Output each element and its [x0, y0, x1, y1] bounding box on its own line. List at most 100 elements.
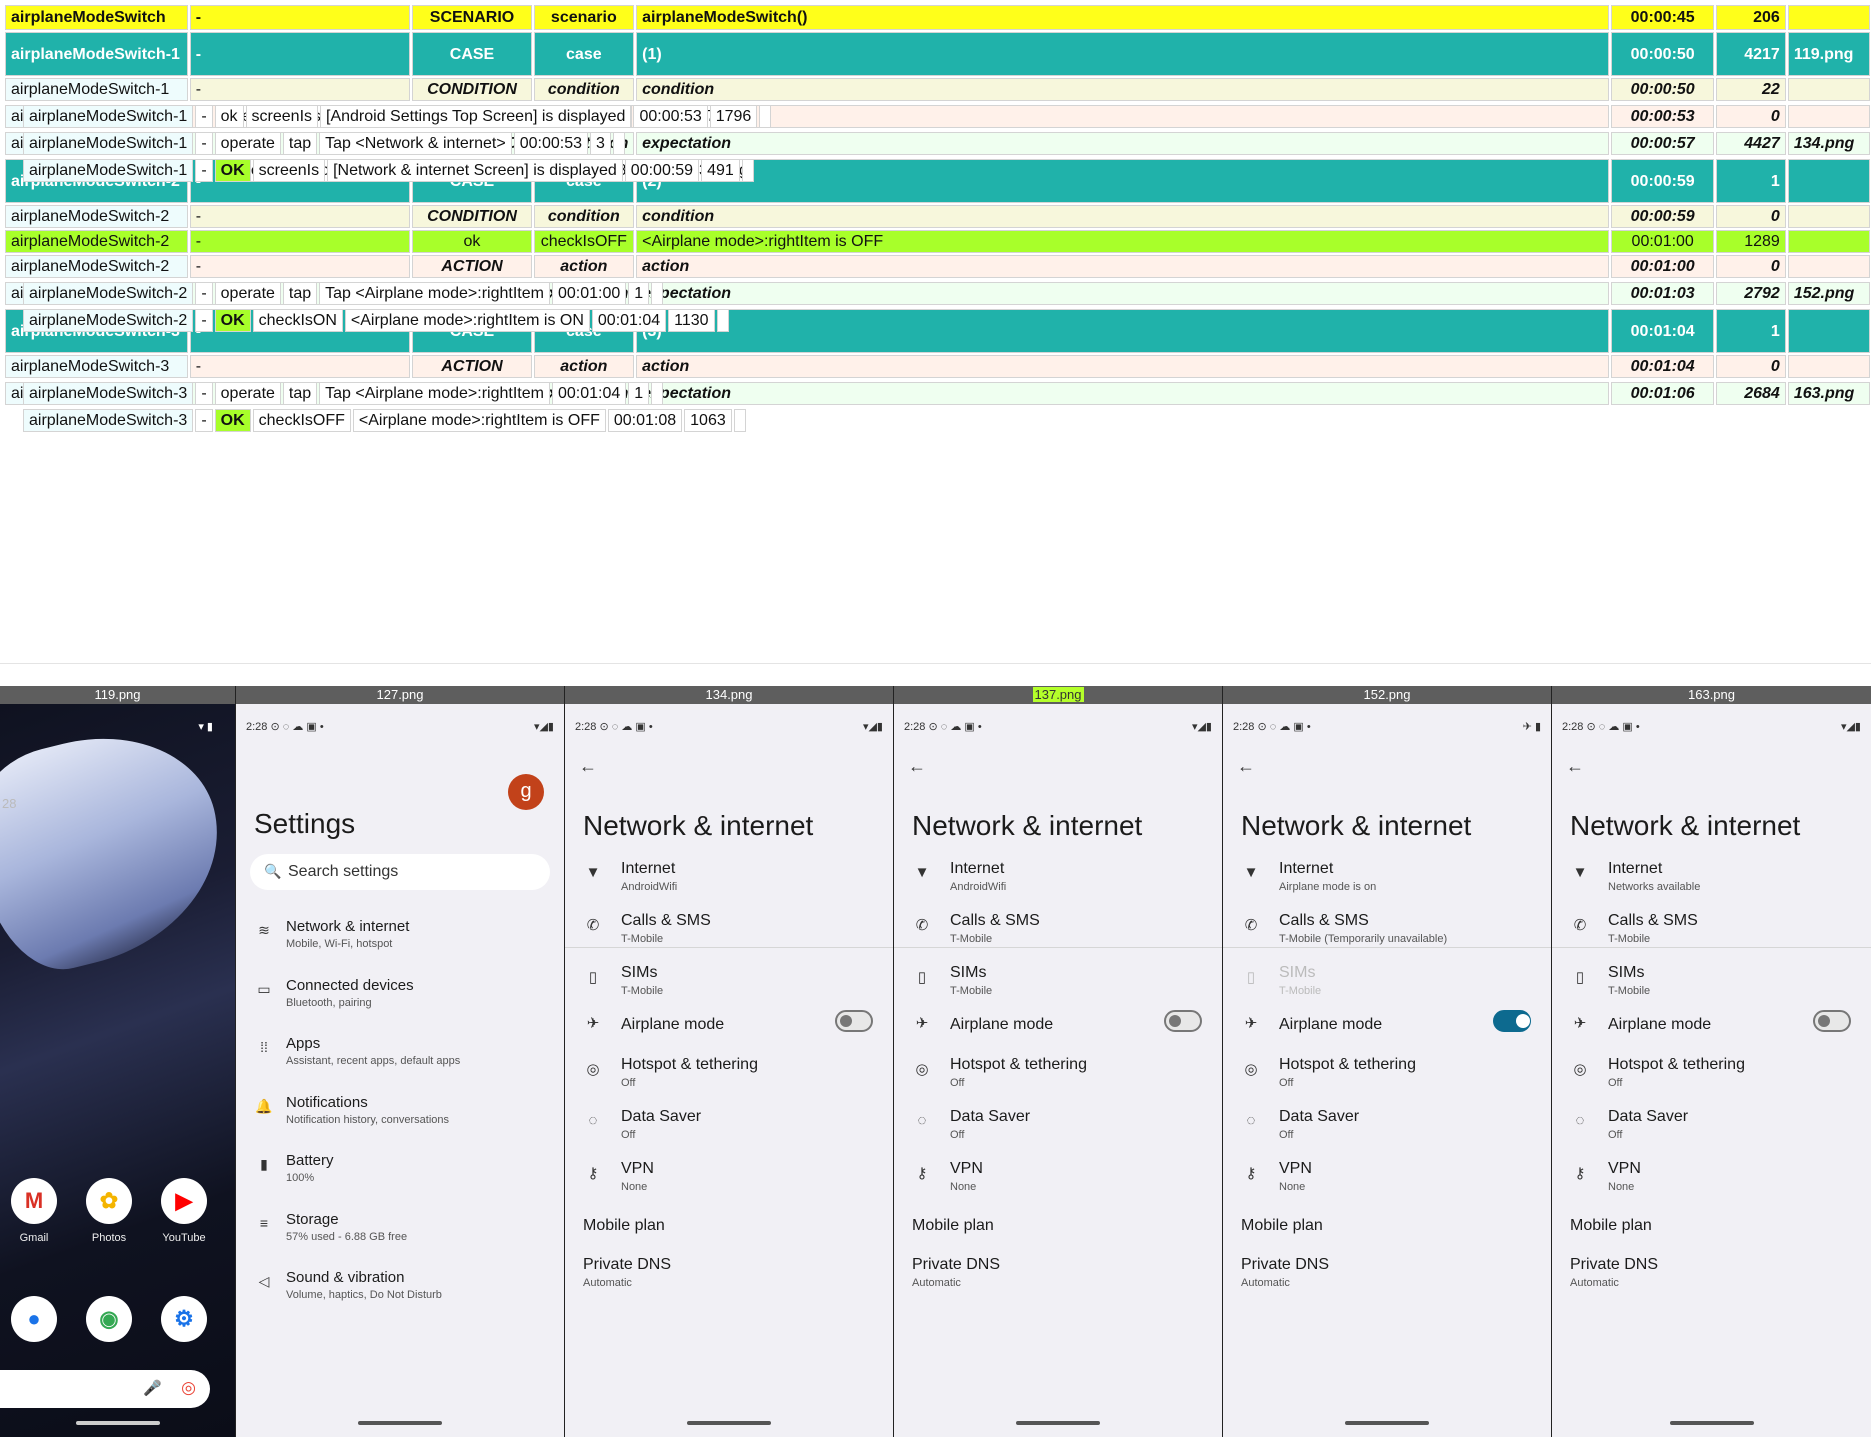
- network-item[interactable]: ✆ Calls & SMS T-Mobile: [583, 912, 883, 952]
- settings-item[interactable]: ≡ Storage 57% used - 6.88 GB free: [254, 1211, 554, 1255]
- cell-step-type: CASE: [412, 32, 532, 76]
- app-youtube[interactable]: ▶ YouTube: [160, 1178, 208, 1244]
- cell-duration: 2684: [1716, 382, 1786, 405]
- vpn-key-icon: ⚷: [587, 1165, 599, 1182]
- cell-command: screenIs: [245, 105, 319, 128]
- network-item[interactable]: ✈ Airplane mode: [912, 1010, 1212, 1050]
- airplane-mode-toggle[interactable]: [1813, 1010, 1851, 1032]
- nav-handle[interactable]: [1016, 1421, 1100, 1425]
- settings-item[interactable]: ◁ Sound & vibration Volume, haptics, Do No…: [254, 1269, 554, 1313]
- network-item[interactable]: ◎ Hotspot & tethering Off: [583, 1056, 883, 1096]
- mobile-plan-item[interactable]: Mobile plan: [912, 1217, 994, 1234]
- airplane-mode-toggle[interactable]: [1493, 1010, 1531, 1032]
- cell-description: Tap <Network & internet>: [319, 132, 512, 155]
- network-item[interactable]: ▼ Internet AndroidWifi: [912, 860, 1212, 900]
- mobile-plan-item[interactable]: Mobile plan: [1570, 1217, 1652, 1234]
- airplane-icon: ✈: [586, 1015, 600, 1032]
- data-saver-icon: ◌: [917, 1112, 927, 1129]
- network-item[interactable]: ▯ SIMs T-Mobile: [583, 964, 883, 1004]
- data-saver-icon: ◌: [1575, 1112, 1585, 1129]
- mobile-plan-item[interactable]: Mobile plan: [1241, 1217, 1323, 1234]
- google-search-bar[interactable]: 🎤 ◎: [0, 1370, 210, 1408]
- phone-icon: ✆: [915, 917, 929, 934]
- network-item[interactable]: ⚷ VPN None: [912, 1160, 1212, 1200]
- settings-item[interactable]: ⁞⁞ Apps Assistant, recent apps, default ap…: [254, 1035, 554, 1079]
- network-item[interactable]: ⚷ VPN None: [1241, 1160, 1541, 1200]
- lens-icon[interactable]: ◎: [181, 1378, 196, 1397]
- wifi-icon: ▼: [1572, 864, 1588, 881]
- network-item[interactable]: ✈ Airplane mode: [1570, 1010, 1861, 1050]
- network-item[interactable]: ◌ Data Saver Off: [1241, 1108, 1541, 1148]
- dock-app-icon: ⚙: [161, 1296, 207, 1342]
- cell-test-id: airplaneModeSwitch-2: [5, 230, 188, 253]
- cell-image[interactable]: 152.png: [1787, 282, 1870, 305]
- sim-icon: ▯: [1575, 969, 1585, 986]
- network-item[interactable]: ◎ Hotspot & tethering Off: [1241, 1056, 1541, 1096]
- network-item[interactable]: ▯ SIMs T-Mobile: [1570, 964, 1861, 1004]
- airplane-mode-toggle[interactable]: [1164, 1010, 1202, 1032]
- nav-handle[interactable]: [358, 1421, 442, 1425]
- network-item[interactable]: ◌ Data Saver Off: [912, 1108, 1212, 1148]
- network-item-title: SIMs: [621, 964, 658, 981]
- nav-handle[interactable]: [75, 1421, 160, 1425]
- search-input[interactable]: 🔍 Search settings: [250, 854, 550, 890]
- settings-item[interactable]: ▭ Connected devices Bluetooth, pairing: [254, 977, 554, 1021]
- network-item-title: SIMs: [950, 964, 987, 981]
- private-dns-item[interactable]: Private DNS Automatic: [583, 1256, 671, 1289]
- airplane-mode-toggle[interactable]: [835, 1010, 873, 1032]
- settings-item[interactable]: 🔔 Notifications Notification history, conv…: [254, 1094, 554, 1138]
- wifi-icon: ≋: [258, 922, 270, 938]
- cell-image[interactable]: 134.png: [1787, 132, 1870, 155]
- network-item[interactable]: ⚷ VPN None: [1570, 1160, 1861, 1200]
- section-divider: [1223, 947, 1551, 948]
- network-item[interactable]: ✈ Airplane mode: [583, 1010, 883, 1050]
- network-item[interactable]: ◎ Hotspot & tethering Off: [1570, 1056, 1861, 1096]
- settings-item[interactable]: ≋ Network & internet Mobile, Wi-Fi, hotspo…: [254, 918, 554, 962]
- settings-item[interactable]: ▮ Battery 100%: [254, 1152, 554, 1196]
- back-arrow-icon[interactable]: ←: [908, 756, 926, 776]
- back-arrow-icon[interactable]: ←: [1566, 756, 1584, 776]
- network-item[interactable]: ✈ Airplane mode: [1241, 1010, 1541, 1050]
- back-arrow-icon[interactable]: ←: [1237, 756, 1255, 776]
- network-item[interactable]: ▯ SIMs T-Mobile: [1241, 964, 1541, 1004]
- dock-app[interactable]: ⚙: [160, 1296, 208, 1342]
- cell-duration: 1289: [1716, 230, 1786, 253]
- network-item[interactable]: ◎ Hotspot & tethering Off: [912, 1056, 1212, 1096]
- section-divider: [894, 947, 1222, 948]
- cell-command: checkIsOFF: [533, 230, 635, 253]
- app-photos[interactable]: ✿ Photos: [85, 1178, 133, 1244]
- sim-icon: ▯: [1246, 969, 1256, 986]
- network-item[interactable]: ◌ Data Saver Off: [583, 1108, 883, 1148]
- mic-icon[interactable]: 🎤: [143, 1380, 162, 1397]
- nav-handle[interactable]: [1669, 1421, 1754, 1425]
- cell-image: [1787, 205, 1870, 228]
- dock-app[interactable]: ◉: [85, 1296, 133, 1342]
- nav-handle[interactable]: [1345, 1421, 1429, 1425]
- network-item[interactable]: ▼ Internet AndroidWifi: [583, 860, 883, 900]
- network-item[interactable]: ▼ Internet Airplane mode is on: [1241, 860, 1541, 900]
- cell-duration: 0: [1716, 355, 1786, 378]
- network-item-subtitle: Off: [1608, 1077, 1623, 1089]
- network-item[interactable]: ▯ SIMs T-Mobile: [912, 964, 1212, 1004]
- network-item[interactable]: ✆ Calls & SMS T-Mobile: [1570, 912, 1861, 952]
- cell-time: 00:00:59: [624, 159, 700, 182]
- app-gmail[interactable]: M Gmail: [10, 1178, 58, 1244]
- back-arrow-icon[interactable]: ←: [579, 756, 597, 776]
- private-dns-item[interactable]: Private DNS Automatic: [912, 1256, 1000, 1289]
- private-dns-item[interactable]: Private DNS Automatic: [1241, 1256, 1329, 1289]
- network-item[interactable]: ⚷ VPN None: [583, 1160, 883, 1200]
- app-label: YouTube: [162, 1232, 206, 1244]
- network-item[interactable]: ◌ Data Saver Off: [1570, 1108, 1861, 1148]
- network-item[interactable]: ▼ Internet Networks available: [1570, 860, 1861, 900]
- cell-dash: -: [189, 5, 411, 30]
- cell-image[interactable]: 119.png: [1787, 32, 1870, 76]
- cell-duration: 1: [628, 282, 650, 305]
- mobile-plan-item[interactable]: Mobile plan: [583, 1217, 665, 1234]
- network-item[interactable]: ✆ Calls & SMS T-Mobile (Temporarily unavai…: [1241, 912, 1541, 952]
- account-avatar[interactable]: g: [508, 774, 544, 810]
- private-dns-item[interactable]: Private DNS Automatic: [1570, 1256, 1658, 1289]
- network-item[interactable]: ✆ Calls & SMS T-Mobile: [912, 912, 1212, 952]
- nav-handle[interactable]: [687, 1421, 771, 1425]
- dock-app[interactable]: ●: [10, 1296, 58, 1342]
- cell-image[interactable]: 163.png: [1787, 382, 1870, 405]
